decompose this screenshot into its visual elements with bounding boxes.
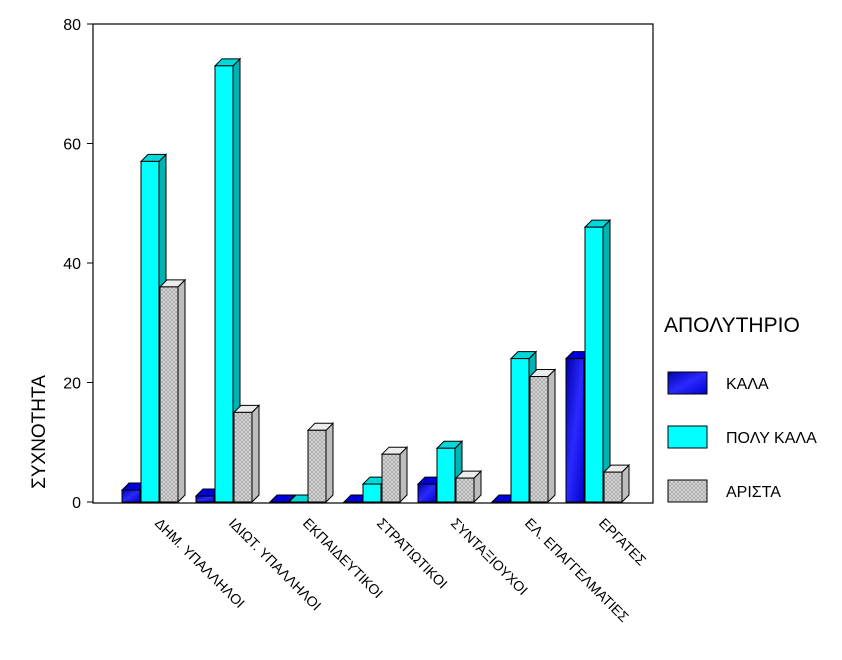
bar-front (381, 453, 401, 503)
bar-front (417, 483, 437, 503)
bar-front (529, 376, 549, 503)
bar-front (233, 411, 253, 503)
bar-front (584, 226, 604, 503)
bar-front (362, 483, 382, 503)
x-tick-label: ΕΚΠΑΙΔΕΥΤΙΚΟΙ (300, 515, 386, 601)
legend-swatch (667, 479, 708, 503)
bar-side (325, 422, 334, 504)
y-tick-label: 20 (63, 376, 81, 393)
y-tick-label: 60 (63, 137, 81, 154)
bar (528, 368, 557, 504)
bar (213, 57, 242, 504)
legend-label: ΚΑΛΑ (726, 376, 769, 393)
bar-front (121, 489, 141, 503)
bar-front (140, 160, 160, 503)
bar-front (565, 358, 585, 503)
legend-title: ΑΠΟΛΥΤΗΡΙΟ (664, 314, 800, 337)
bar-front (603, 471, 623, 503)
bar (158, 278, 187, 504)
x-tick-label: ΣΥΝΤΑΞΙΟΥΧΟΙ (448, 515, 531, 598)
bar (306, 422, 335, 504)
bars-layer (120, 57, 631, 504)
bar-side (602, 218, 611, 504)
bar (602, 463, 631, 504)
bar (583, 218, 612, 504)
bar-side (399, 445, 408, 504)
bar (380, 445, 409, 504)
bar-front (307, 429, 327, 503)
bar-front (195, 495, 215, 503)
x-tick-label: ΕΡΓΑΤΕΣ (596, 515, 650, 569)
legend-swatch (667, 371, 708, 395)
bar-side (177, 278, 186, 504)
bar-side (251, 404, 260, 504)
y-tick-label: 0 (72, 495, 81, 512)
bar-front (214, 65, 234, 503)
legend: ΑΠΟΛΥΤΗΡΙΟ ΚΑΛΑ ΠΟΛΥ ΚΑΛΑ ΑΡΙΣΤΑ (664, 314, 817, 503)
bar-front (436, 447, 456, 503)
legend-label: ΑΡΙΣΤΑ (726, 484, 781, 501)
y-axis-title: ΣΥΧΝΟΤΗΤΑ (29, 375, 50, 489)
x-tick-label: ΣΤΡΑΤΙΩΤΙΚΟΙ (374, 515, 451, 592)
bar-side (547, 368, 556, 504)
bar-front (510, 358, 530, 503)
bar-front (159, 286, 179, 503)
bar (454, 469, 483, 504)
bar (435, 440, 464, 504)
y-axis: 0 20 40 60 80 (63, 17, 93, 512)
y-tick-label: 40 (63, 256, 81, 273)
legend-swatch (667, 425, 708, 449)
y-tick-label: 80 (63, 17, 81, 34)
bar (268, 494, 297, 503)
bar (232, 404, 261, 504)
bar-front (455, 477, 475, 503)
legend-label: ΠΟΛΥ ΚΑΛΑ (726, 430, 817, 447)
